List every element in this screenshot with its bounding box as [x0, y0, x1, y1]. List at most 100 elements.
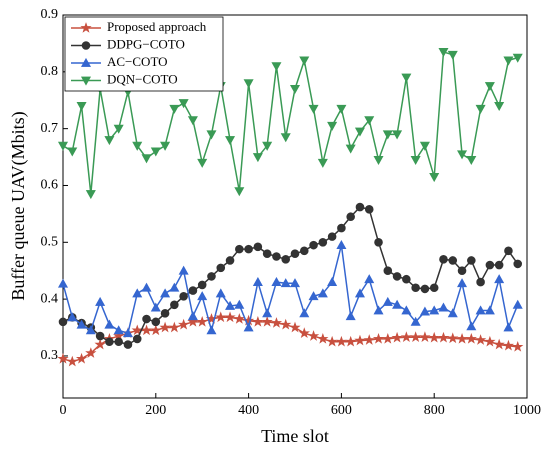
marker — [244, 244, 253, 254]
marker — [168, 321, 180, 333]
marker — [382, 332, 394, 344]
marker — [354, 288, 365, 298]
marker — [58, 317, 68, 327]
marker — [178, 318, 190, 330]
marker — [261, 315, 273, 327]
marker — [132, 141, 143, 151]
marker — [337, 223, 346, 233]
marker — [216, 263, 226, 273]
marker — [80, 76, 92, 86]
y-axis-title: Buffer queue UAV(Mbits) — [8, 111, 29, 300]
marker — [392, 272, 402, 281]
marker — [429, 305, 440, 315]
marker — [447, 50, 458, 60]
marker — [270, 317, 283, 328]
marker — [122, 328, 133, 338]
marker — [503, 322, 514, 332]
marker — [437, 331, 450, 343]
marker — [382, 130, 393, 140]
marker — [383, 266, 393, 276]
marker — [224, 311, 236, 323]
marker — [346, 212, 355, 222]
marker — [457, 150, 468, 160]
marker — [206, 130, 217, 140]
marker — [253, 242, 263, 252]
marker — [57, 141, 69, 151]
marker — [308, 291, 319, 301]
marker — [308, 104, 319, 114]
marker — [225, 136, 236, 146]
marker — [197, 280, 207, 290]
marker — [298, 327, 310, 339]
marker — [410, 331, 422, 342]
marker — [85, 325, 96, 335]
marker — [512, 340, 524, 352]
marker — [493, 338, 505, 350]
marker — [402, 274, 411, 284]
marker — [290, 249, 300, 258]
marker — [299, 308, 310, 318]
marker — [225, 256, 235, 265]
marker — [420, 284, 430, 294]
marker — [504, 246, 513, 256]
marker — [307, 330, 320, 341]
marker — [317, 158, 328, 168]
y-tick-label: 0.3 — [41, 348, 59, 363]
marker — [419, 141, 430, 151]
y-tick-label: 0.4 — [41, 291, 59, 306]
marker — [160, 141, 171, 151]
marker — [457, 278, 468, 288]
marker — [104, 319, 115, 329]
marker — [429, 283, 439, 293]
marker — [215, 288, 226, 298]
marker — [476, 277, 485, 287]
marker — [262, 249, 272, 258]
marker — [354, 127, 365, 137]
marker — [447, 332, 459, 344]
marker — [169, 282, 180, 292]
marker — [187, 311, 198, 321]
marker — [326, 335, 338, 347]
marker — [243, 79, 254, 89]
marker — [187, 116, 198, 126]
marker — [66, 355, 78, 367]
marker — [262, 141, 273, 151]
marker — [336, 240, 347, 250]
marker — [131, 324, 143, 336]
marker — [467, 256, 476, 265]
marker — [80, 57, 92, 67]
marker — [317, 332, 329, 344]
marker — [159, 321, 171, 333]
marker — [363, 334, 375, 345]
marker — [150, 324, 162, 336]
marker — [410, 156, 421, 166]
x-tick-label: 0 — [60, 403, 67, 418]
x-tick-label: 1000 — [513, 403, 541, 418]
marker — [178, 99, 189, 109]
y-tick-label: 0.5 — [41, 235, 59, 250]
marker — [252, 153, 263, 163]
x-tick-label: 400 — [238, 403, 259, 418]
marker — [141, 154, 152, 164]
marker — [67, 312, 78, 322]
y-tick-label: 0.9 — [41, 7, 59, 22]
marker — [355, 202, 365, 212]
marker — [374, 237, 383, 247]
marker — [104, 136, 115, 146]
marker — [262, 308, 273, 318]
marker — [373, 156, 384, 166]
x-tick-label: 200 — [145, 403, 166, 418]
marker — [123, 340, 133, 349]
marker — [475, 104, 486, 114]
marker — [400, 331, 412, 342]
marker — [411, 283, 420, 293]
legend-label: AC−COTO — [107, 54, 168, 69]
marker — [401, 73, 412, 83]
marker — [513, 259, 523, 269]
marker — [456, 332, 468, 344]
marker — [281, 255, 291, 264]
marker — [419, 331, 431, 342]
marker — [448, 256, 458, 265]
marker — [94, 338, 106, 350]
